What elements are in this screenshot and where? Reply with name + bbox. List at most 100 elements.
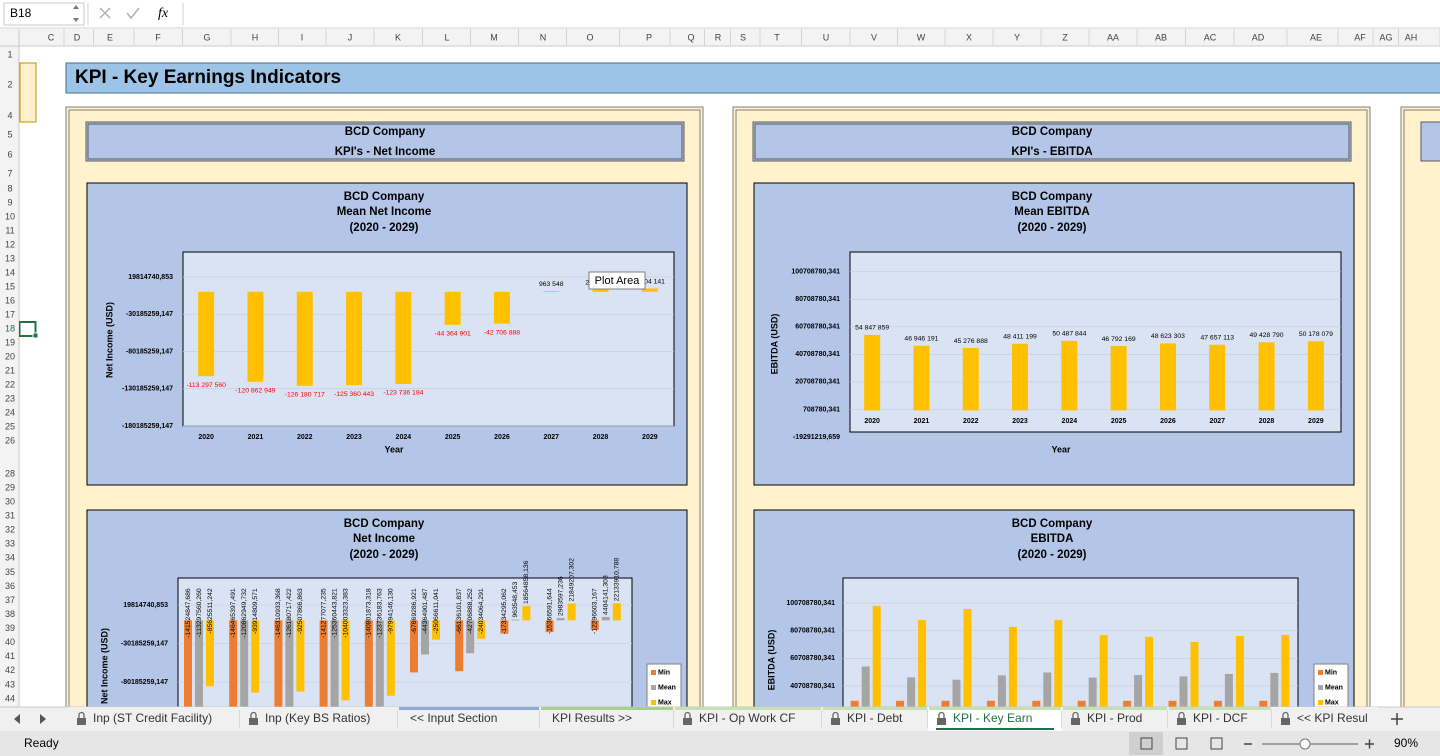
column-header[interactable]: Z: [1062, 32, 1068, 42]
column-header[interactable]: AC: [1204, 32, 1217, 42]
add-sheet[interactable]: [1391, 713, 1403, 725]
column-header[interactable]: AB: [1155, 32, 1167, 42]
row-header[interactable]: 11: [5, 225, 14, 235]
sheet-tab[interactable]: [674, 707, 822, 731]
column-header[interactable]: F: [155, 32, 161, 42]
name-box-spinner[interactable]: [73, 5, 79, 22]
column-header[interactable]: Q: [687, 32, 694, 42]
sheet-tab[interactable]: [928, 707, 1062, 731]
tab-label[interactable]: << Input Section: [410, 711, 497, 725]
row-header[interactable]: 16: [5, 295, 15, 305]
column-header[interactable]: P: [646, 32, 652, 42]
column-header[interactable]: J: [348, 32, 353, 42]
function-icon[interactable]: fx: [158, 6, 169, 21]
column-header[interactable]: Y: [1014, 32, 1020, 42]
column-header[interactable]: M: [490, 32, 498, 42]
tab-label[interactable]: KPI - Debt: [847, 711, 903, 725]
column-header[interactable]: C: [48, 32, 55, 42]
row-header[interactable]: 24: [5, 407, 15, 417]
column-header[interactable]: S: [740, 32, 746, 42]
column-header[interactable]: AE: [1310, 32, 1322, 42]
row-header[interactable]: 35: [5, 567, 15, 577]
cancel-icon[interactable]: [99, 7, 111, 19]
sheet-tab[interactable]: [240, 707, 398, 731]
column-header[interactable]: I: [301, 32, 304, 42]
column-header[interactable]: O: [586, 32, 593, 42]
zoom-in[interactable]: [1365, 739, 1374, 749]
column-header[interactable]: G: [203, 32, 210, 42]
column-header[interactable]: AA: [1107, 32, 1119, 42]
row-header[interactable]: 33: [5, 539, 15, 549]
view-page-layout[interactable]: [1175, 737, 1188, 750]
row-header[interactable]: 18: [5, 323, 15, 333]
row-header[interactable]: 14: [5, 267, 15, 277]
row-header[interactable]: 38: [5, 609, 15, 619]
row-header[interactable]: 10: [5, 211, 15, 221]
name-box[interactable]: [3, 2, 85, 26]
zoom-knob[interactable]: [1299, 738, 1311, 750]
row-header[interactable]: 37: [5, 595, 15, 605]
tab-scroll-left[interactable]: [14, 714, 20, 724]
column-header[interactable]: N: [540, 32, 547, 42]
column-header[interactable]: AH: [1405, 32, 1418, 42]
row-header[interactable]: 4: [7, 110, 12, 120]
row-header[interactable]: 12: [5, 239, 15, 249]
column-header[interactable]: X: [966, 32, 972, 42]
row-header[interactable]: 8: [7, 183, 12, 193]
row-header[interactable]: 20: [5, 351, 15, 361]
row-header[interactable]: 34: [5, 553, 15, 563]
column-header[interactable]: R: [715, 32, 722, 42]
column-header[interactable]: AG: [1379, 32, 1392, 42]
column-header[interactable]: AF: [1354, 32, 1366, 42]
column-header[interactable]: D: [74, 32, 81, 42]
row-header[interactable]: 30: [5, 496, 15, 506]
row-header[interactable]: 1: [7, 49, 12, 59]
row-header[interactable]: 29: [5, 482, 15, 492]
row-header[interactable]: 40: [5, 637, 15, 647]
tab-label[interactable]: << KPI Resul: [1297, 711, 1368, 725]
row-header[interactable]: 7: [7, 168, 12, 178]
sheet-tab[interactable]: [398, 707, 540, 731]
row-header[interactable]: 25: [5, 421, 15, 431]
row-header[interactable]: 2: [7, 79, 12, 89]
tab-label[interactable]: KPI - Key Earn: [953, 711, 1032, 725]
tab-label[interactable]: KPI - Prod: [1087, 711, 1142, 725]
row-header[interactable]: 5: [7, 129, 12, 139]
column-header[interactable]: T: [774, 32, 780, 42]
column-header[interactable]: V: [871, 32, 877, 42]
row-header[interactable]: 26: [5, 435, 15, 445]
row-header[interactable]: 19: [5, 337, 15, 347]
tab-label[interactable]: KPI Results >>: [552, 711, 632, 725]
row-header[interactable]: 21: [5, 365, 15, 375]
tab-label[interactable]: Inp (Key BS Ratios): [265, 711, 370, 725]
row-header[interactable]: 28: [5, 468, 15, 478]
row-header[interactable]: 41: [5, 651, 15, 661]
row-header[interactable]: 6: [7, 149, 12, 159]
column-header[interactable]: L: [444, 32, 449, 42]
row-header[interactable]: 39: [5, 623, 15, 633]
column-header[interactable]: K: [395, 32, 401, 42]
row-header[interactable]: 31: [5, 511, 15, 521]
column-header[interactable]: U: [823, 32, 830, 42]
sheet-tab[interactable]: [540, 707, 674, 731]
view-page-break[interactable]: [1210, 737, 1223, 750]
row-header[interactable]: 9: [7, 197, 12, 207]
row-header[interactable]: 17: [5, 309, 15, 319]
column-header[interactable]: W: [917, 32, 926, 42]
sheet-tab[interactable]: [68, 707, 240, 731]
column-header[interactable]: H: [252, 32, 259, 42]
column-header[interactable]: E: [107, 32, 113, 42]
row-header[interactable]: 42: [5, 665, 15, 675]
tab-label[interactable]: KPI - DCF: [1193, 711, 1248, 725]
enter-icon[interactable]: [126, 7, 140, 20]
row-header[interactable]: 15: [5, 281, 15, 291]
row-header[interactable]: 44: [5, 693, 15, 703]
row-header[interactable]: 22: [5, 379, 15, 389]
row-header[interactable]: 32: [5, 525, 15, 535]
row-header[interactable]: 43: [5, 679, 15, 689]
tab-scroll-right[interactable]: [40, 714, 46, 724]
row-header[interactable]: 23: [5, 393, 15, 403]
row-header[interactable]: 13: [5, 253, 15, 263]
row-header[interactable]: 36: [5, 581, 15, 591]
view-normal[interactable]: [1140, 737, 1153, 750]
